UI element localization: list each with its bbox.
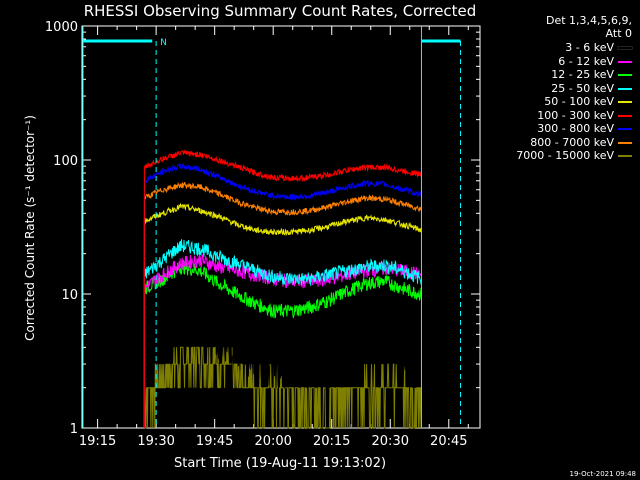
x-axis-label: Start Time (19-Aug-11 19:13:02): [174, 456, 386, 471]
attenuator-label: N: [160, 38, 167, 48]
series-line: [143, 239, 422, 428]
x-tick-label: 20:45: [430, 434, 467, 449]
legend-item: 800 - 7000 keV: [530, 135, 632, 149]
legend-item-label: 800 - 7000 keV: [530, 135, 614, 149]
legend-item: 6 - 12 keV: [558, 54, 632, 68]
series-line: [143, 254, 422, 428]
y-tick-label: 1000: [45, 20, 78, 35]
legend-item-label: 7000 - 15000 keV: [516, 149, 614, 162]
legend-item: 3 - 6 keV: [565, 42, 632, 54]
x-tick-label: 20:15: [313, 434, 350, 449]
plot-frame: [81, 25, 481, 429]
legend-item-label: 3 - 6 keV: [565, 41, 614, 54]
x-tick-label: 19:45: [196, 434, 233, 449]
x-tick-label: 20:00: [254, 434, 291, 449]
legend-swatch: [618, 141, 632, 144]
legend-item-label: 6 - 12 keV: [558, 54, 614, 68]
x-tick-label: 19:30: [137, 434, 174, 449]
legend-item-label: 100 - 300 keV: [537, 108, 614, 122]
y-tick-label: 10: [61, 288, 78, 303]
legend-swatch: [618, 114, 632, 117]
y-axis-label: Corrected Count Rate (s⁻¹ detector⁻¹): [23, 115, 37, 341]
series-line: [143, 181, 422, 428]
y-tick-label: 1: [70, 422, 78, 437]
series-line: [143, 148, 422, 428]
legend-item-label: 300 - 800 keV: [537, 122, 614, 135]
legend-item: 300 - 800 keV: [537, 123, 632, 135]
legend-swatch: [618, 87, 632, 90]
generated-timestamp: 19-Oct-2021 09:48: [569, 470, 636, 478]
legend-header-line: Att 0: [605, 27, 632, 40]
legend-item: 100 - 300 keV: [537, 108, 632, 122]
legend-item: 50 - 100 keV: [544, 96, 632, 108]
legend-swatch: [618, 155, 632, 157]
y-tick-label: 100: [53, 154, 78, 169]
legend-item-label: 12 - 25 keV: [551, 68, 614, 81]
legend-swatch: [618, 60, 632, 63]
legend-header: Det 1,3,4,5,6,9, Att 0: [546, 14, 632, 40]
legend-item-label: 50 - 100 keV: [544, 95, 614, 108]
series-line: [143, 294, 422, 428]
x-tick-label: 19:15: [79, 434, 116, 449]
legend-swatch: [618, 128, 632, 130]
legend-swatch: [618, 47, 632, 49]
series-line: [143, 162, 422, 428]
legend-item: 25 - 50 keV: [551, 81, 632, 95]
attenuator-marker: N: [82, 26, 461, 428]
legend-header-line: Det 1,3,4,5,6,9,: [545, 14, 632, 27]
legend-item: 12 - 25 keV: [551, 69, 632, 81]
series-line: [143, 202, 422, 428]
legend-item: 7000 - 15000 keV: [516, 150, 632, 162]
series-line: [143, 260, 422, 428]
legend-swatch: [618, 101, 632, 103]
chart-title: RHESSI Observing Summary Count Rates, Co…: [84, 2, 477, 20]
legend-item-label: 25 - 50 keV: [551, 81, 614, 95]
legend-swatch: [618, 74, 632, 76]
plot-axes: 1 10 100 1000 19:15 19:30 19:45 20:00 20:15 20:30…: [45, 20, 481, 449]
series-line: [143, 346, 422, 429]
x-tick-label: 20:30: [372, 434, 409, 449]
series-layer: [143, 148, 422, 429]
